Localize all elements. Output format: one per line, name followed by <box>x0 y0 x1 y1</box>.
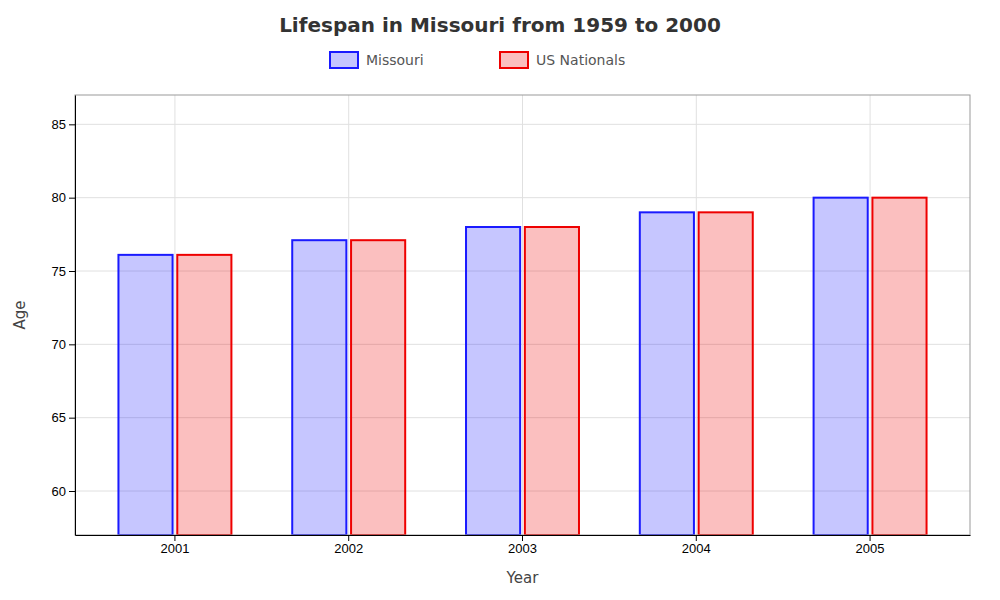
y-axis-title: Age <box>11 300 29 329</box>
tick-mark <box>174 535 175 541</box>
tick: 70 <box>52 337 75 352</box>
plot: 2001 2002 2003 2004 2005 60 65 70 75 80 85 Year Age <box>11 95 971 587</box>
tick-label: 75 <box>52 264 66 279</box>
tick-label: 70 <box>52 337 66 352</box>
tick-label: 2004 <box>682 541 711 556</box>
tick-mark <box>522 535 523 541</box>
legend-label: Missouri <box>366 52 424 68</box>
tick-label: 60 <box>52 484 66 499</box>
tick: 80 <box>52 190 75 205</box>
legend-swatch <box>500 52 528 68</box>
bar <box>292 240 346 535</box>
bar <box>640 212 694 535</box>
tick-mark <box>69 344 75 345</box>
bar <box>699 212 753 535</box>
series <box>177 198 926 535</box>
bar <box>351 240 405 535</box>
tick: 2004 <box>682 535 711 556</box>
chart: Lifespan in Missouri from 1959 to 2000 20… <box>0 0 1000 600</box>
tick-label: 2003 <box>508 541 537 556</box>
x-axis: 2001 2002 2003 2004 2005 <box>76 535 971 556</box>
bars <box>118 198 926 535</box>
grid <box>75 95 970 535</box>
x-axis-title: Year <box>506 569 540 587</box>
bar <box>814 198 868 535</box>
tick-label: 2005 <box>856 541 885 556</box>
tick-label: 80 <box>52 190 66 205</box>
tick-mark <box>348 535 349 541</box>
legend: Missouri US Nationals <box>330 52 625 68</box>
grid-line <box>174 95 175 535</box>
bar <box>466 227 520 535</box>
series <box>118 198 867 535</box>
legend-label: US Nationals <box>536 52 625 68</box>
tick: 2002 <box>334 535 363 556</box>
grid-line <box>870 95 871 535</box>
tick-mark <box>69 491 75 492</box>
grid-line <box>348 95 349 535</box>
legend-item: Missouri <box>330 52 424 68</box>
grid-line <box>696 95 697 535</box>
tick-label: 65 <box>52 410 66 425</box>
tick-mark <box>696 535 697 541</box>
axis-line <box>75 96 76 536</box>
grid-line <box>522 95 523 535</box>
tick-label: 2001 <box>160 541 189 556</box>
title: Lifespan in Missouri from 1959 to 2000 <box>279 13 721 37</box>
tick: 65 <box>52 410 75 425</box>
tick: 60 <box>52 484 75 499</box>
tick-label: 2002 <box>334 541 363 556</box>
tick-label: 85 <box>52 117 66 132</box>
tick: 85 <box>52 117 75 132</box>
tick: 2001 <box>160 535 189 556</box>
legend-item: US Nationals <box>500 52 625 68</box>
bar <box>872 198 926 535</box>
tick-mark <box>69 418 75 419</box>
tick: 2003 <box>508 535 537 556</box>
tick: 75 <box>52 264 75 279</box>
tick-mark <box>69 198 75 199</box>
legend-swatch <box>330 52 358 68</box>
tick-mark <box>870 535 871 541</box>
bar <box>118 255 172 535</box>
tick-mark <box>69 271 75 272</box>
bar <box>525 227 579 535</box>
plot-frame <box>75 95 970 535</box>
bar <box>177 255 231 535</box>
tick: 2005 <box>856 535 885 556</box>
tick-mark <box>69 124 75 125</box>
y-axis: 60 65 70 75 80 85 <box>52 96 76 536</box>
